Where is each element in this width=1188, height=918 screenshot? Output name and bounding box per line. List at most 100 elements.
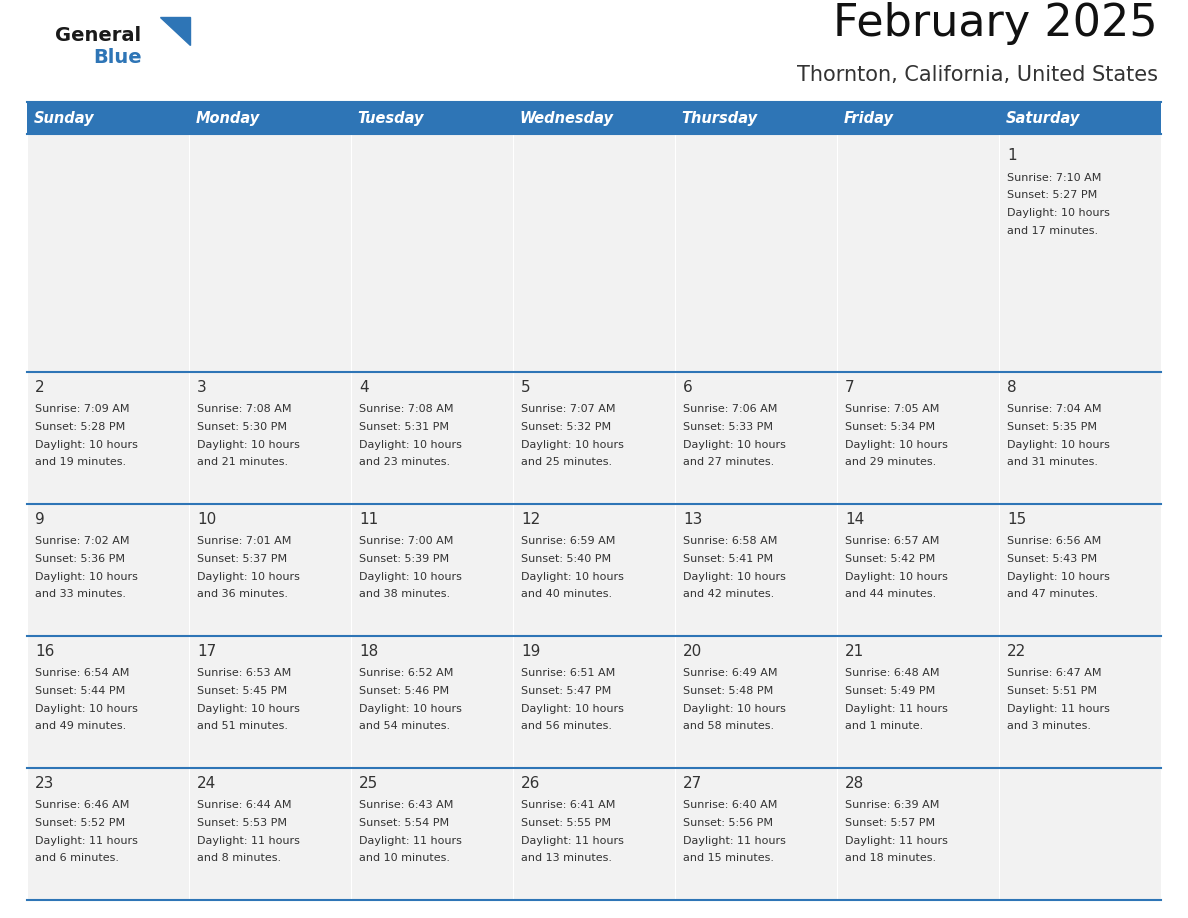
Text: Sunrise: 6:58 AM: Sunrise: 6:58 AM <box>683 536 777 546</box>
Bar <box>838 134 999 372</box>
Bar <box>27 768 189 900</box>
Text: Sunset: 5:57 PM: Sunset: 5:57 PM <box>845 818 935 828</box>
Text: Sunrise: 6:54 AM: Sunrise: 6:54 AM <box>36 668 129 678</box>
Text: Daylight: 11 hours: Daylight: 11 hours <box>359 835 462 845</box>
Text: Daylight: 11 hours: Daylight: 11 hours <box>36 835 138 845</box>
Text: Sunset: 5:51 PM: Sunset: 5:51 PM <box>1007 686 1097 696</box>
Text: Sunrise: 6:44 AM: Sunrise: 6:44 AM <box>197 800 291 811</box>
Text: Sunset: 5:28 PM: Sunset: 5:28 PM <box>36 421 126 431</box>
Text: Daylight: 11 hours: Daylight: 11 hours <box>845 704 948 713</box>
Text: Monday: Monday <box>196 110 260 126</box>
Text: Sunrise: 6:56 AM: Sunrise: 6:56 AM <box>1007 536 1101 546</box>
Bar <box>189 504 350 636</box>
Text: Sunset: 5:47 PM: Sunset: 5:47 PM <box>522 686 612 696</box>
Text: Thornton, California, United States: Thornton, California, United States <box>797 65 1158 85</box>
Text: Daylight: 10 hours: Daylight: 10 hours <box>359 440 462 450</box>
Text: Sunset: 5:36 PM: Sunset: 5:36 PM <box>36 554 125 564</box>
Text: 3: 3 <box>197 380 207 395</box>
Text: Sunrise: 6:41 AM: Sunrise: 6:41 AM <box>522 800 615 811</box>
Text: 8: 8 <box>1007 380 1017 395</box>
Text: Daylight: 10 hours: Daylight: 10 hours <box>1007 572 1110 582</box>
Text: Sunset: 5:34 PM: Sunset: 5:34 PM <box>845 421 935 431</box>
Text: Daylight: 10 hours: Daylight: 10 hours <box>522 704 624 713</box>
Bar <box>675 134 838 372</box>
Bar <box>675 636 838 768</box>
Text: Daylight: 10 hours: Daylight: 10 hours <box>522 440 624 450</box>
Text: Wednesday: Wednesday <box>519 110 613 126</box>
Text: and 54 minutes.: and 54 minutes. <box>359 722 450 732</box>
Text: Sunset: 5:27 PM: Sunset: 5:27 PM <box>1007 190 1098 200</box>
Bar <box>999 372 1161 504</box>
Text: Blue: Blue <box>93 48 141 67</box>
Text: Sunset: 5:39 PM: Sunset: 5:39 PM <box>359 554 449 564</box>
Text: and 21 minutes.: and 21 minutes. <box>197 457 289 467</box>
Text: Sunrise: 6:47 AM: Sunrise: 6:47 AM <box>1007 668 1101 678</box>
Text: 21: 21 <box>845 644 865 659</box>
Text: Tuesday: Tuesday <box>358 110 424 126</box>
Text: Sunset: 5:55 PM: Sunset: 5:55 PM <box>522 818 611 828</box>
Text: Thursday: Thursday <box>682 110 758 126</box>
Text: Sunrise: 6:51 AM: Sunrise: 6:51 AM <box>522 668 615 678</box>
Text: Sunset: 5:56 PM: Sunset: 5:56 PM <box>683 818 773 828</box>
Text: 2: 2 <box>36 380 45 395</box>
Bar <box>999 134 1161 372</box>
Text: and 44 minutes.: and 44 minutes. <box>845 589 936 599</box>
Text: Daylight: 10 hours: Daylight: 10 hours <box>1007 440 1110 450</box>
Text: 19: 19 <box>522 644 541 659</box>
Bar <box>189 134 350 372</box>
Text: Sunrise: 6:59 AM: Sunrise: 6:59 AM <box>522 536 615 546</box>
Bar <box>350 372 513 504</box>
Text: 24: 24 <box>197 776 216 790</box>
Text: Sunrise: 7:10 AM: Sunrise: 7:10 AM <box>1007 173 1101 183</box>
Bar <box>189 372 350 504</box>
Text: and 3 minutes.: and 3 minutes. <box>1007 722 1091 732</box>
Bar <box>675 372 838 504</box>
Text: 4: 4 <box>359 380 368 395</box>
Bar <box>675 768 838 900</box>
Bar <box>513 372 675 504</box>
Text: 15: 15 <box>1007 511 1026 527</box>
Text: Sunrise: 7:01 AM: Sunrise: 7:01 AM <box>197 536 291 546</box>
Text: Daylight: 10 hours: Daylight: 10 hours <box>683 704 786 713</box>
Text: Daylight: 10 hours: Daylight: 10 hours <box>359 572 462 582</box>
Bar <box>999 636 1161 768</box>
Text: Sunrise: 7:05 AM: Sunrise: 7:05 AM <box>845 404 940 414</box>
Text: Daylight: 11 hours: Daylight: 11 hours <box>197 835 301 845</box>
Text: Friday: Friday <box>843 110 893 126</box>
Text: Sunrise: 6:46 AM: Sunrise: 6:46 AM <box>36 800 129 811</box>
Text: 26: 26 <box>522 776 541 790</box>
Text: 23: 23 <box>36 776 55 790</box>
Text: and 49 minutes.: and 49 minutes. <box>36 722 126 732</box>
Bar <box>189 636 350 768</box>
Text: Sunrise: 6:49 AM: Sunrise: 6:49 AM <box>683 668 778 678</box>
Text: and 36 minutes.: and 36 minutes. <box>197 589 289 599</box>
Text: 27: 27 <box>683 776 702 790</box>
Text: Sunrise: 6:39 AM: Sunrise: 6:39 AM <box>845 800 940 811</box>
Text: Sunrise: 6:57 AM: Sunrise: 6:57 AM <box>845 536 940 546</box>
Text: Sunset: 5:45 PM: Sunset: 5:45 PM <box>197 686 287 696</box>
Text: and 27 minutes.: and 27 minutes. <box>683 457 775 467</box>
Text: Sunrise: 6:40 AM: Sunrise: 6:40 AM <box>683 800 777 811</box>
Text: 1: 1 <box>1007 149 1017 163</box>
Text: Sunrise: 7:08 AM: Sunrise: 7:08 AM <box>359 404 454 414</box>
Text: Sunrise: 6:52 AM: Sunrise: 6:52 AM <box>359 668 454 678</box>
Text: Sunset: 5:42 PM: Sunset: 5:42 PM <box>845 554 935 564</box>
Text: and 18 minutes.: and 18 minutes. <box>845 854 936 864</box>
Text: General: General <box>55 26 141 45</box>
Text: Daylight: 11 hours: Daylight: 11 hours <box>683 835 786 845</box>
Bar <box>838 636 999 768</box>
Bar <box>350 504 513 636</box>
Text: Daylight: 10 hours: Daylight: 10 hours <box>36 572 138 582</box>
Bar <box>189 768 350 900</box>
Bar <box>675 504 838 636</box>
Text: and 38 minutes.: and 38 minutes. <box>359 589 450 599</box>
Text: Saturday: Saturday <box>1005 110 1080 126</box>
Bar <box>513 768 675 900</box>
Text: and 23 minutes.: and 23 minutes. <box>359 457 450 467</box>
Bar <box>350 134 513 372</box>
Text: and 25 minutes.: and 25 minutes. <box>522 457 612 467</box>
Text: and 19 minutes.: and 19 minutes. <box>36 457 126 467</box>
Bar <box>350 768 513 900</box>
Text: and 51 minutes.: and 51 minutes. <box>197 722 289 732</box>
Text: and 58 minutes.: and 58 minutes. <box>683 722 775 732</box>
